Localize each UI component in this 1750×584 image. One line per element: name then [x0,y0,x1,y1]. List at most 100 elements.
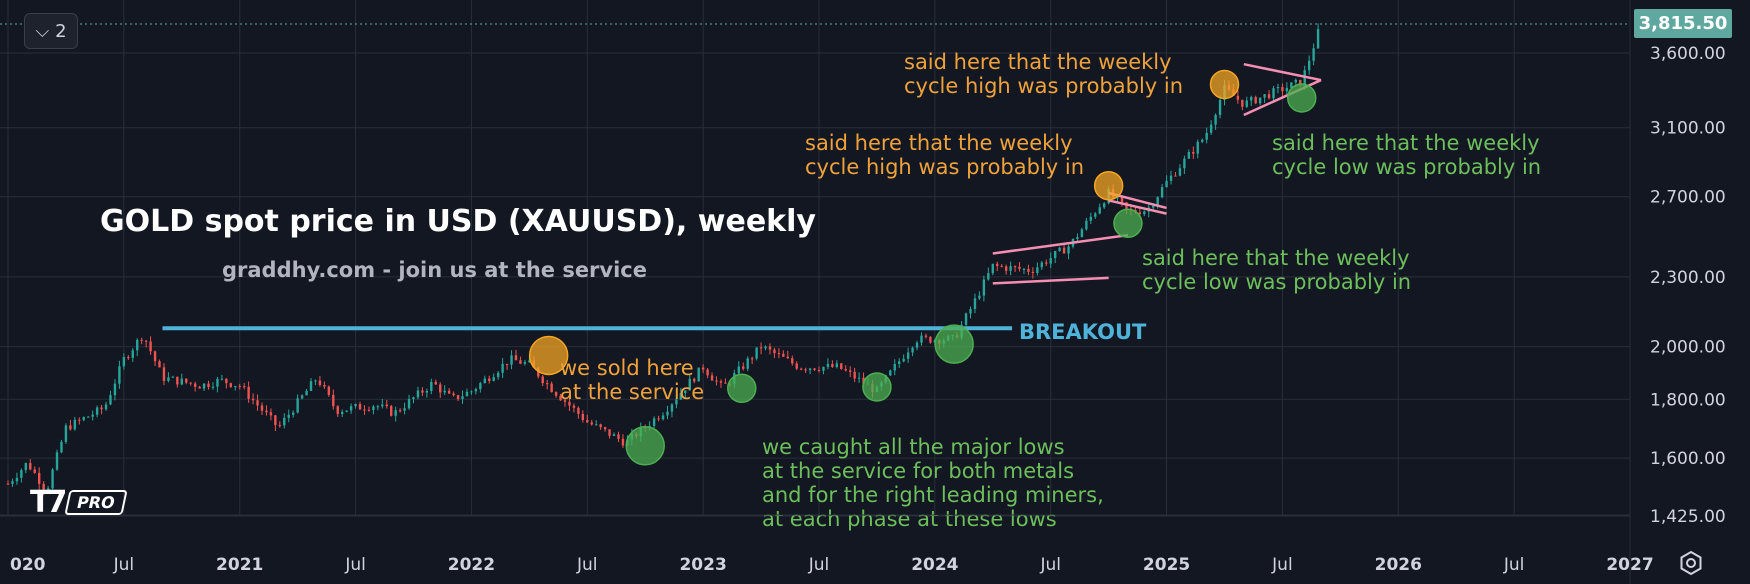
candle-body [1205,132,1208,140]
candle-body [33,469,36,473]
price-tick-label: 1,800.00 [1650,390,1726,410]
candle-body [1022,268,1026,270]
candle-body [996,263,999,266]
chart-title: GOLD spot price in USD (XAUUSD), weekly [100,204,816,239]
candle-body [898,361,901,365]
time-tick-label: 2025 [1143,555,1190,575]
candle-body [1027,268,1030,272]
candle-body [69,425,72,430]
candle-body [1165,180,1168,188]
chart-subtitle: graddhy.com - join us at the service [222,258,647,282]
candle-body [323,385,326,387]
candle-body [1000,265,1003,267]
candle-body [1187,152,1191,159]
candle-body [1307,60,1311,71]
candle-body [109,395,112,405]
candle-body [693,378,696,382]
layers-count: 2 [55,20,67,42]
price-tick-label: 2,000.00 [1650,338,1726,358]
candle-body [969,308,972,314]
candle-body [773,349,776,354]
candle-body [545,383,549,385]
candle-body [608,429,611,436]
candle-body [652,418,656,426]
time-tick-label: 2021 [216,555,263,575]
cycle-low-marker [934,324,974,364]
candle-body [1138,212,1142,215]
settings-icon[interactable] [1676,548,1706,578]
candle-body [982,279,986,296]
candle-body [1294,79,1297,83]
candle-body [1174,175,1177,177]
candle-body [234,386,237,388]
candle-body [1018,266,1021,269]
candle-body [742,366,745,369]
candle-body [131,350,134,358]
candle-body [381,404,384,407]
candle-body [376,406,380,408]
candle-body [113,383,117,396]
time-axis[interactable]: 020 Jul 2021 Jul 2022 Jul 2023 Jul 2024 Jul 2025 Ju… [10,555,1654,575]
candle-body [492,377,495,381]
candle-body [149,341,152,352]
candle-body [826,363,830,367]
candle-body [229,383,233,387]
candle-body [1245,100,1248,107]
candle-body [590,422,593,425]
candle-body [746,358,749,369]
candle-body [1258,97,1262,104]
candle-body [889,370,892,376]
chevron-down-icon: ⌵ [35,20,50,42]
candle-body [171,376,175,378]
candle-body [697,367,700,382]
candle-body [1076,237,1079,239]
candle-body [242,386,246,388]
candle-body [456,395,460,400]
pro-badge: PRO [64,490,128,515]
candle-body [291,412,295,415]
candle-body [719,381,723,383]
candle-body [220,378,224,380]
candle-body [327,386,331,395]
pattern-line [992,276,1109,285]
cycle-low-marker [625,426,665,466]
candle-body [1209,124,1213,133]
candle-body [710,375,714,381]
candle-body [479,383,482,390]
candle-body [1036,267,1039,273]
candle-body [1085,220,1088,230]
candle-body [902,358,905,362]
candle-body [29,463,32,470]
breakout-label: BREAKOUT [1019,320,1147,344]
candle-body [167,377,170,381]
candle-body [1263,94,1266,98]
candle-body [1276,87,1280,89]
candle-body [372,406,375,410]
price-tick-label: 2,300.00 [1650,268,1726,288]
pattern-line [1243,62,1322,82]
candle-body [924,335,928,337]
candle-body [358,404,362,410]
candle-body [1201,139,1204,142]
drawing-overlays [162,62,1322,466]
candle-body [60,441,63,453]
candle-body [6,483,10,485]
layers-toggle-button[interactable]: ⌵ 2 [24,13,78,49]
candle-body [840,363,843,370]
candle-body [15,477,19,482]
candle-body [786,356,790,359]
price-axis[interactable]: 3,600.00 3,100.00 2,700.00 2,300.00 2,000.00… [1650,44,1726,527]
candle-body [1267,94,1271,99]
candle-body [857,377,861,379]
candle-body [287,414,290,418]
candle-body [1040,262,1044,268]
candle-body [73,419,77,430]
tradingview-mark-icon: T7 [30,485,67,520]
candle-body [1290,82,1293,88]
time-tick-label: Jul [344,555,366,575]
candle-body [118,366,121,384]
candle-body [193,383,197,387]
annotation-text: we caught all the major lows at the servi… [762,435,1104,531]
candle-body [421,390,424,393]
